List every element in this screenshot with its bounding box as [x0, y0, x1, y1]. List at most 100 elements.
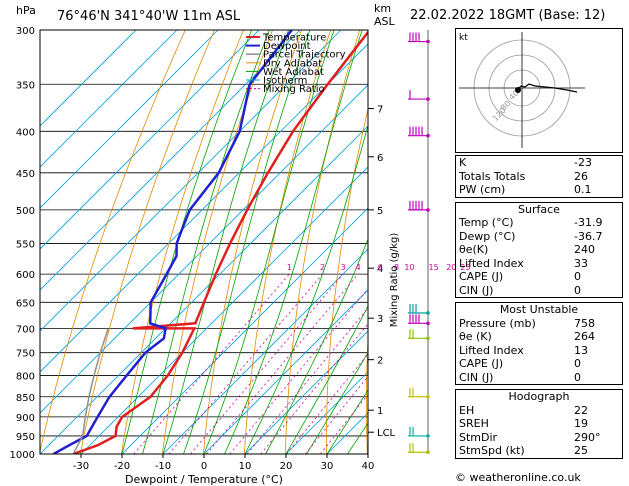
- isotherm-10: [244, 330, 368, 454]
- stat-label: CAPE (J): [459, 270, 504, 283]
- temp-tick: 20: [280, 461, 293, 472]
- mixing-ratio-label: 8: [394, 263, 399, 272]
- stat-label: Lifted Index: [459, 343, 524, 357]
- stat-value: 290°: [574, 430, 601, 444]
- wind-barb-dot: [426, 336, 430, 341]
- stat-row: Lifted Index 13: [456, 344, 622, 358]
- mixing-ratio-label: 20: [446, 263, 456, 272]
- stat-value: 758: [574, 316, 595, 330]
- stat-value: 264: [574, 330, 595, 343]
- isotherm--30: [80, 166, 368, 454]
- stat-value: 240: [574, 243, 595, 256]
- dry-adiabat: [244, 30, 332, 454]
- series-parcel-trajectory: [72, 328, 109, 454]
- mixing-ratio-line: [305, 375, 368, 454]
- stat-row: CAPE (J) 0: [456, 357, 622, 371]
- isotherm--60: [40, 43, 368, 373]
- hodograph-title: Hodograph: [508, 390, 570, 403]
- km-tick: LCL: [377, 428, 396, 439]
- wind-barb-dot: [426, 321, 430, 326]
- mixing-ratio-line: [319, 393, 368, 454]
- pressure-tick: 850: [16, 393, 35, 404]
- stat-label: Dewp (°C): [459, 229, 516, 243]
- mixing-ratio-axis-label: Mixing Ratio (g/kg): [389, 233, 400, 328]
- mixing-ratio-line: [260, 323, 368, 454]
- stat-row: Lifted Index 33: [456, 257, 622, 271]
- isotherm--120: [40, 30, 137, 127]
- isotherm--110: [40, 30, 178, 168]
- isotherm--20: [121, 207, 368, 454]
- isotherm-20: [285, 371, 368, 454]
- mixing-ratio-line: [229, 288, 368, 454]
- stat-label: CIN (J): [459, 370, 494, 384]
- wet-adiabat: [203, 30, 335, 454]
- mixing-ratio-line: [286, 353, 368, 454]
- mixing-ratio-label: 1: [287, 263, 292, 272]
- wet-adiabat: [224, 30, 363, 454]
- dry-adiabat: [203, 30, 302, 454]
- stat-label: Pressure (mb): [459, 316, 536, 330]
- pressure-tick: 950: [16, 432, 35, 443]
- k-row: K -23: [459, 156, 592, 169]
- temp-tick: 0: [201, 461, 207, 472]
- wind-barbs: [408, 30, 430, 455]
- surface-title: Surface: [518, 202, 560, 216]
- mixing-ratio-line: [168, 273, 323, 454]
- mixing-ratio-label: 10: [404, 263, 414, 272]
- pressure-tick: 550: [16, 239, 35, 250]
- stat-row: θe(K) 240: [456, 243, 622, 257]
- mixing-ratio-line: [190, 273, 344, 454]
- stat-label: StmSpd (kt): [459, 444, 525, 457]
- km-label: km: [374, 2, 391, 15]
- asl-label: ASL: [374, 15, 396, 28]
- temp-tick: 30: [321, 461, 334, 472]
- pressure-tick: 650: [16, 298, 35, 309]
- stat-row: SREH 19: [456, 417, 622, 431]
- stat-value: 25: [574, 444, 588, 457]
- pressure-tick: 450: [16, 169, 35, 180]
- stat-value: 0: [574, 283, 581, 297]
- legend-item: Isotherm: [263, 76, 307, 87]
- credit: © weatheronline.co.uk: [455, 471, 581, 484]
- stat-label: CIN (J): [459, 283, 494, 297]
- pressure-axis: 300 350 400 450 500 550 600 650 700 750 800 850 900 9…: [10, 26, 35, 461]
- stat-row: θe (K) 264: [456, 330, 622, 344]
- legend-item: Mixing Ratio: [263, 84, 325, 95]
- x-axis-label: Dewpoint / Temperature (°C): [125, 473, 283, 486]
- temp-tick: 10: [239, 461, 252, 472]
- wind-barb-dot: [426, 311, 430, 315]
- pw-row: PW (cm) 0.1: [459, 183, 592, 196]
- stat-label: θe(K): [459, 243, 489, 256]
- isotherm--10: [162, 248, 368, 454]
- dry-adiabat: [40, 30, 186, 454]
- stat-value: 0: [574, 270, 581, 283]
- stat-label: StmDir: [459, 430, 498, 444]
- km-tick: 4: [377, 264, 383, 275]
- pressure-tick: 700: [16, 324, 35, 335]
- km-tick: 7: [377, 105, 383, 116]
- temp-tick: 40: [362, 461, 375, 472]
- surface-box: Surface Temp (°C) -31.9 Dewp (°C) -36.7 θe(K…: [455, 201, 623, 298]
- stat-row: Temp (°C) -31.9: [456, 216, 622, 230]
- wet-adiabat: [285, 305, 368, 454]
- mixing-ratio-line: [206, 273, 359, 454]
- isotherm--80: [40, 30, 301, 291]
- pressure-tick: 750: [16, 349, 35, 360]
- hpa-label: hPa: [16, 4, 36, 17]
- stat-row: StmSpd (kt) 25: [456, 444, 622, 458]
- temp-tick: -10: [155, 461, 171, 472]
- legend-item: Parcel Trajectory: [263, 50, 346, 61]
- hodograph-unit: kt: [459, 33, 468, 43]
- stat-value: 13: [574, 343, 588, 357]
- stat-value: -31.9: [574, 216, 603, 229]
- stat-value: 19: [574, 417, 588, 430]
- background-lines: [40, 30, 368, 454]
- dry-adiabat: [325, 107, 368, 454]
- isotherm--90: [40, 30, 260, 250]
- stat-value: 22: [574, 403, 588, 417]
- dry-adiabat: [366, 333, 368, 454]
- hodograph-box: Hodograph EH 22 SREH 19 StmDir 290° StmSpd (kt…: [455, 389, 623, 459]
- temp-tick: -30: [73, 461, 89, 472]
